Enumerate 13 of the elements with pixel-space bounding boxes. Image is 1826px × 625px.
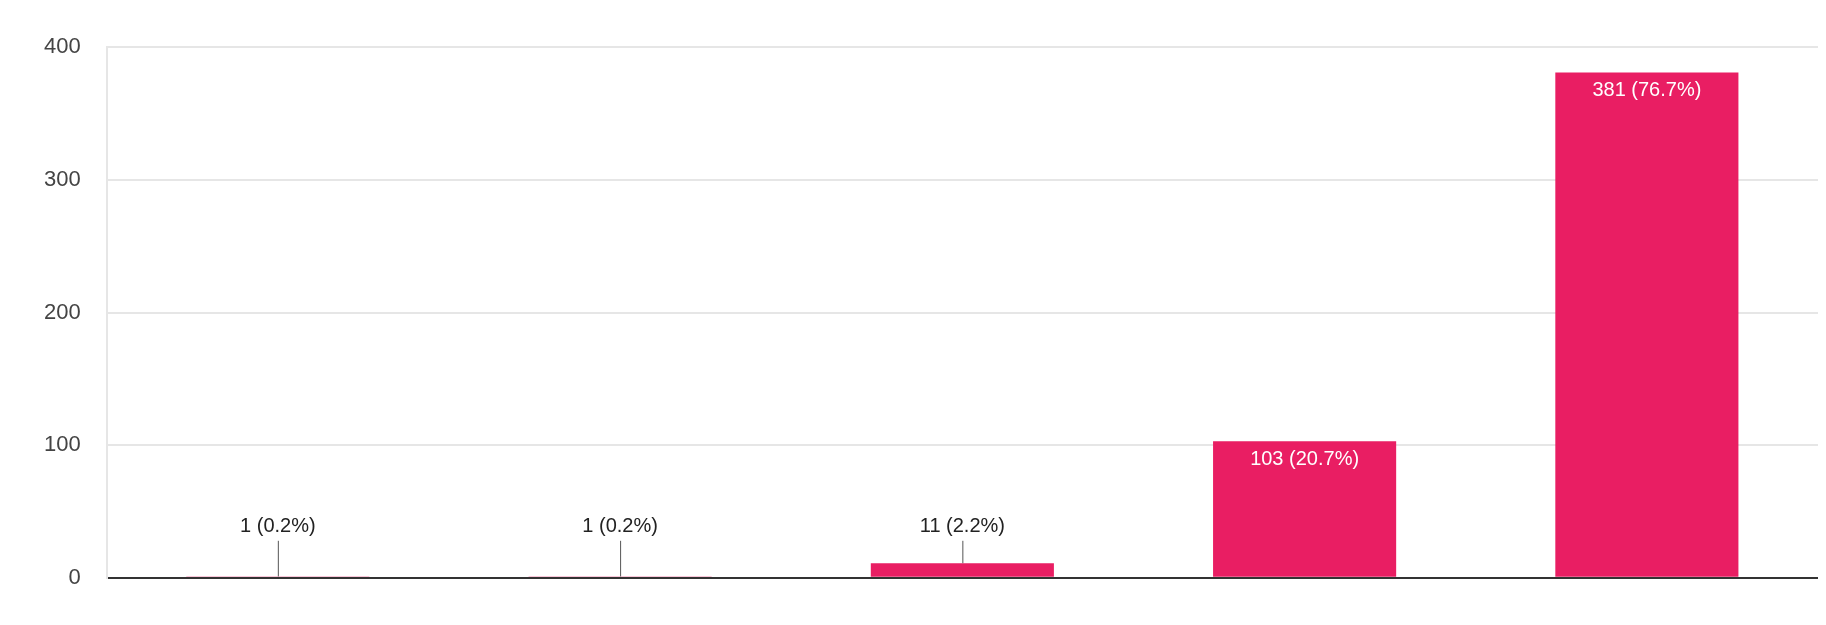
bar [870,563,1054,577]
bar [1213,441,1397,577]
bar [1555,72,1739,577]
y-tick-label: 400 [43,33,81,59]
y-tick-label: 100 [43,431,81,457]
y-tick-label: 300 [43,165,81,191]
data-label: 381 (76.7%) [1592,77,1702,100]
data-label: 1 (0.2%) [582,514,658,537]
data-label: 1 (0.2%) [240,514,316,537]
y-tick-label: 0 [68,563,81,589]
data-label: 103 (20.7%) [1250,446,1360,469]
data-label: 11 (2.2%) [919,514,1005,537]
y-tick-label: 200 [43,298,81,324]
